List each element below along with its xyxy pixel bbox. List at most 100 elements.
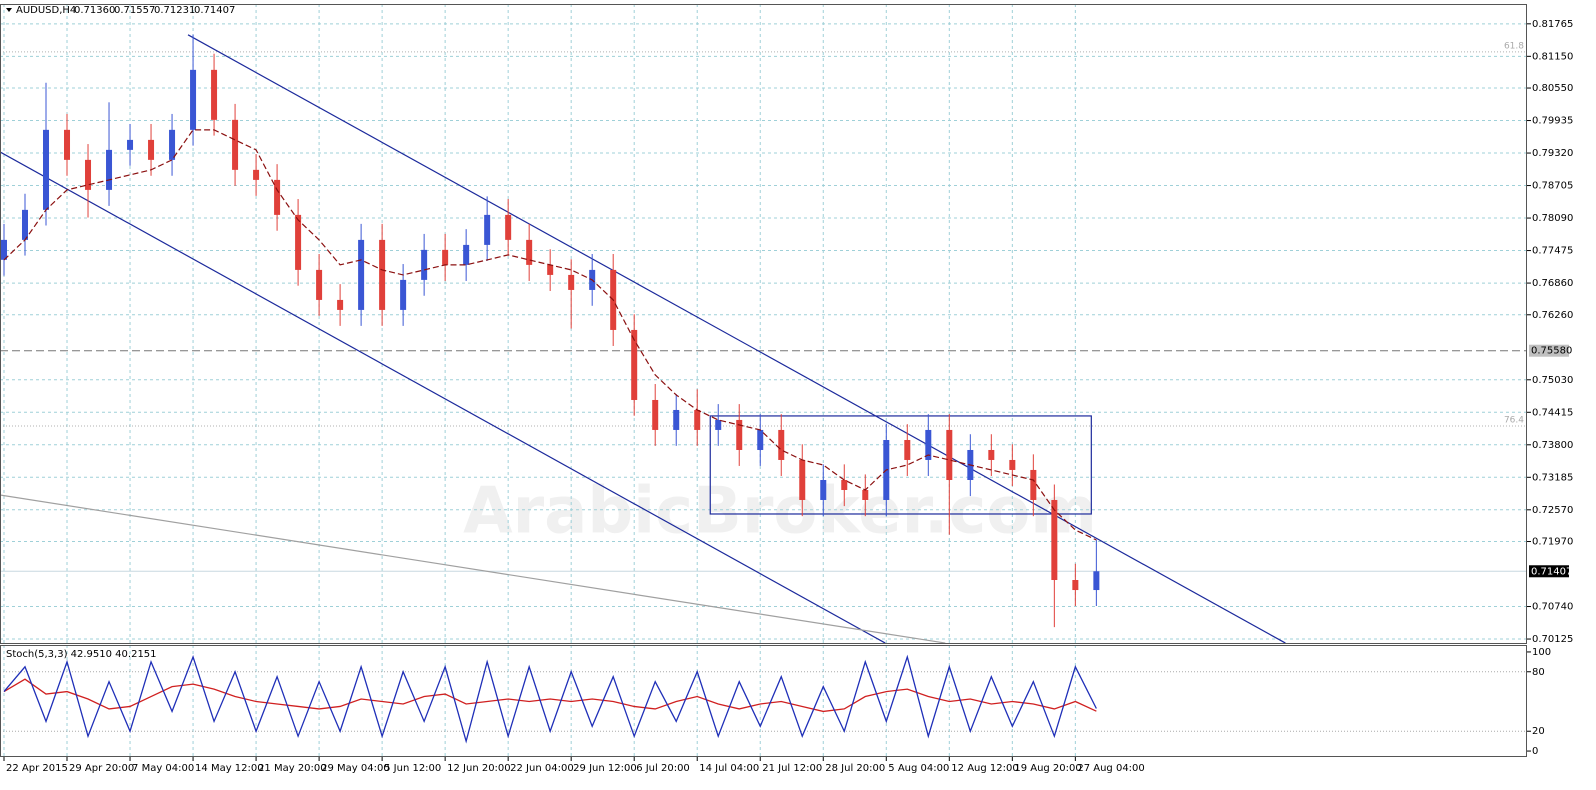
candle-body	[1009, 459, 1016, 470]
x-tick-label: 29 May 04:00	[321, 763, 390, 774]
y-tick-label: 0.76260	[1532, 310, 1573, 321]
stoch-tick-label: 100	[1532, 647, 1551, 658]
candle-body	[274, 179, 281, 215]
candle-body	[442, 249, 449, 265]
candle-body	[127, 139, 134, 150]
x-tick-label: 22 Jun 04:00	[510, 763, 574, 774]
trendline	[187, 34, 1286, 644]
x-tick-label: 29 Apr 20:00	[69, 763, 134, 774]
candle-body	[358, 239, 365, 310]
candle-body	[400, 279, 407, 310]
candle-body	[484, 214, 491, 245]
main-frame	[0, 4, 1527, 644]
y-tick-label: 0.81150	[1532, 51, 1573, 62]
candle-body	[463, 244, 470, 265]
x-tick-label: 12 Jun 20:00	[447, 763, 511, 774]
price-box-label: 0.75580	[1531, 346, 1572, 357]
ohlc-close: 0.71407	[194, 5, 235, 16]
candle-body	[232, 119, 239, 170]
y-tick-label: 0.80550	[1532, 83, 1573, 94]
fib-label: 61.8	[1504, 41, 1524, 51]
x-tick-label: 22 Apr 2015	[6, 763, 68, 774]
candle-body	[568, 274, 575, 290]
candle-body	[421, 249, 428, 280]
candle-body	[1030, 469, 1037, 500]
plot-layer: 0.81765 0.81150 0.80550 0.79935 0.79320 0.787…	[0, 4, 1573, 774]
candle-body	[715, 419, 722, 430]
watermark: ArabicBroker.com	[463, 475, 1097, 549]
y-tick-label: 0.79935	[1532, 116, 1573, 127]
candle-body	[694, 409, 701, 430]
moving-average	[3, 129, 1097, 541]
candle-body	[526, 239, 533, 265]
range-box	[709, 415, 1092, 515]
header-arrow	[6, 8, 12, 12]
x-tick-label: 7 May 04:00	[132, 763, 194, 774]
x-tick-label: 14 May 12:00	[195, 763, 264, 774]
candle-body	[904, 439, 911, 460]
candle-body	[190, 69, 197, 130]
y-tick-label: 0.78090	[1532, 213, 1573, 224]
fib-label: 76.4	[1504, 415, 1524, 425]
x-tick-label: 28 Jul 20:00	[825, 763, 885, 774]
candle-body	[316, 269, 323, 300]
x-tick-label: 29 Jun 12:00	[573, 763, 637, 774]
candle-body	[1051, 499, 1058, 580]
stoch-line	[3, 678, 1097, 713]
candle-body	[673, 409, 680, 430]
candle-body	[211, 69, 218, 120]
candle-body	[64, 129, 71, 160]
candle-body	[43, 129, 50, 210]
y-tick-label: 0.70125	[1532, 634, 1573, 645]
candle-body	[757, 429, 764, 450]
price-box	[1529, 344, 1569, 357]
y-tick-label: 0.76860	[1532, 278, 1573, 289]
candle-body	[0, 239, 7, 260]
candle-body	[106, 149, 113, 190]
candle-body	[799, 459, 806, 500]
candle-body	[295, 214, 302, 270]
stoch-frame	[0, 645, 1527, 757]
candle-body	[862, 489, 869, 500]
candle-body	[1072, 579, 1079, 591]
y-tick-label: 0.70740	[1532, 602, 1573, 613]
ohlc-open: 0.71360	[74, 5, 115, 16]
x-tick-label: 27 Aug 04:00	[1077, 763, 1144, 774]
x-tick-label: 21 Jul 12:00	[762, 763, 822, 774]
y-tick-label: 0.73185	[1532, 472, 1573, 483]
candle-body	[736, 419, 743, 450]
candle-body	[547, 264, 554, 275]
candle-body	[505, 214, 512, 240]
y-tick-label: 0.79320	[1532, 148, 1573, 159]
candle-body	[946, 429, 953, 480]
y-tick-label: 0.81765	[1532, 19, 1573, 30]
stoch-tick-label: 80	[1532, 667, 1545, 678]
candle-body	[820, 479, 827, 500]
y-tick-label: 0.71970	[1532, 537, 1573, 548]
y-tick-label: 0.77475	[1532, 246, 1573, 257]
candle-body	[652, 399, 659, 430]
x-tick-label: 5 Jun 12:00	[384, 763, 441, 774]
y-tick-label: 0.74415	[1532, 407, 1573, 418]
stoch-line	[3, 654, 1097, 744]
symbol: AUDUSD,H4	[16, 5, 76, 16]
candle-body	[337, 299, 344, 310]
stoch-tick-label: 0	[1532, 746, 1538, 757]
y-tick-label: 0.73800	[1532, 440, 1573, 451]
y-tick-label: 0.75030	[1532, 375, 1573, 386]
price-box	[1529, 565, 1569, 578]
candle-body	[1093, 571, 1100, 591]
candle-body	[21, 209, 28, 240]
x-tick-label: 19 Aug 20:00	[1014, 763, 1081, 774]
x-tick-label: 21 May 20:00	[258, 763, 327, 774]
trendline	[0, 151, 886, 644]
stoch-title: Stoch(5,3,3) 42.9510 40.2151	[6, 649, 157, 660]
trendline	[0, 494, 946, 644]
ohlc-high: 0.71557	[114, 5, 155, 16]
x-tick-label: 5 Aug 04:00	[888, 763, 949, 774]
candle-body	[778, 429, 785, 460]
stoch-tick-label: 20	[1532, 726, 1545, 737]
candle-body	[925, 429, 932, 460]
